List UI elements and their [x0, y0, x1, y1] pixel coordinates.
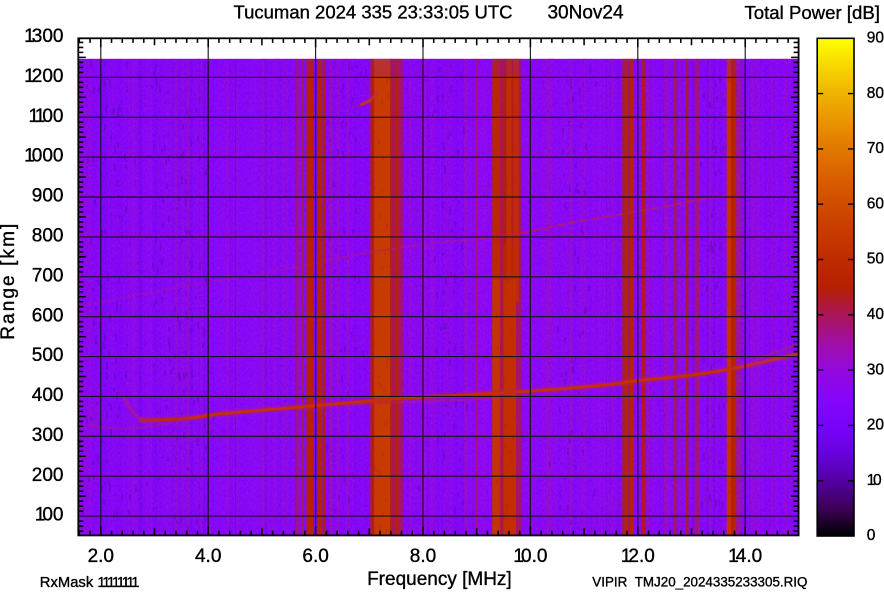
svg-text:500: 500 [32, 345, 64, 366]
svg-text:Frequency [MHz]: Frequency [MHz] [367, 569, 512, 590]
svg-text:0: 0 [867, 527, 876, 544]
svg-text:30Nov24: 30Nov24 [547, 3, 623, 24]
svg-text:700: 700 [32, 265, 64, 286]
svg-text:70: 70 [867, 140, 884, 157]
svg-text:14.0: 14.0 [728, 546, 762, 567]
svg-text:Tucuman 2024 335 23:33:05 UTC: Tucuman 2024 335 23:33:05 UTC [233, 2, 512, 23]
svg-text:200: 200 [32, 465, 64, 486]
svg-text:Range [km]: Range [km] [0, 222, 19, 340]
svg-text:20: 20 [867, 417, 884, 434]
svg-text:12.0: 12.0 [621, 546, 655, 567]
svg-text:60: 60 [867, 195, 884, 212]
svg-text:1000: 1000 [24, 146, 63, 167]
svg-text:6.0: 6.0 [302, 546, 328, 567]
svg-text:4.0: 4.0 [195, 546, 221, 567]
svg-text:2.0: 2.0 [88, 546, 114, 567]
svg-text:800: 800 [32, 225, 64, 246]
svg-text:100: 100 [35, 505, 64, 526]
svg-text:1300: 1300 [24, 26, 63, 47]
svg-text:10.0: 10.0 [513, 546, 547, 567]
svg-text:50: 50 [867, 251, 884, 268]
svg-text:RxMask 11111111: RxMask 11111111 [40, 575, 139, 591]
svg-text:300: 300 [32, 425, 64, 446]
svg-text:30: 30 [867, 361, 884, 378]
svg-text:10: 10 [867, 472, 882, 489]
svg-text:1200: 1200 [24, 66, 63, 87]
svg-text:40: 40 [867, 306, 884, 323]
svg-text:8.0: 8.0 [410, 546, 436, 567]
svg-text:1100: 1100 [29, 106, 64, 127]
svg-text:400: 400 [32, 385, 64, 406]
svg-text:90: 90 [867, 30, 884, 47]
svg-text:900: 900 [32, 186, 64, 207]
svg-text:600: 600 [32, 305, 64, 326]
svg-text:80: 80 [867, 85, 884, 102]
svg-text:VIPIR TMJ20_2024335233305.RIQ: VIPIR TMJ20_2024335233305.RIQ [592, 574, 807, 589]
svg-text:Total Power [dB]: Total Power [dB] [745, 2, 880, 23]
